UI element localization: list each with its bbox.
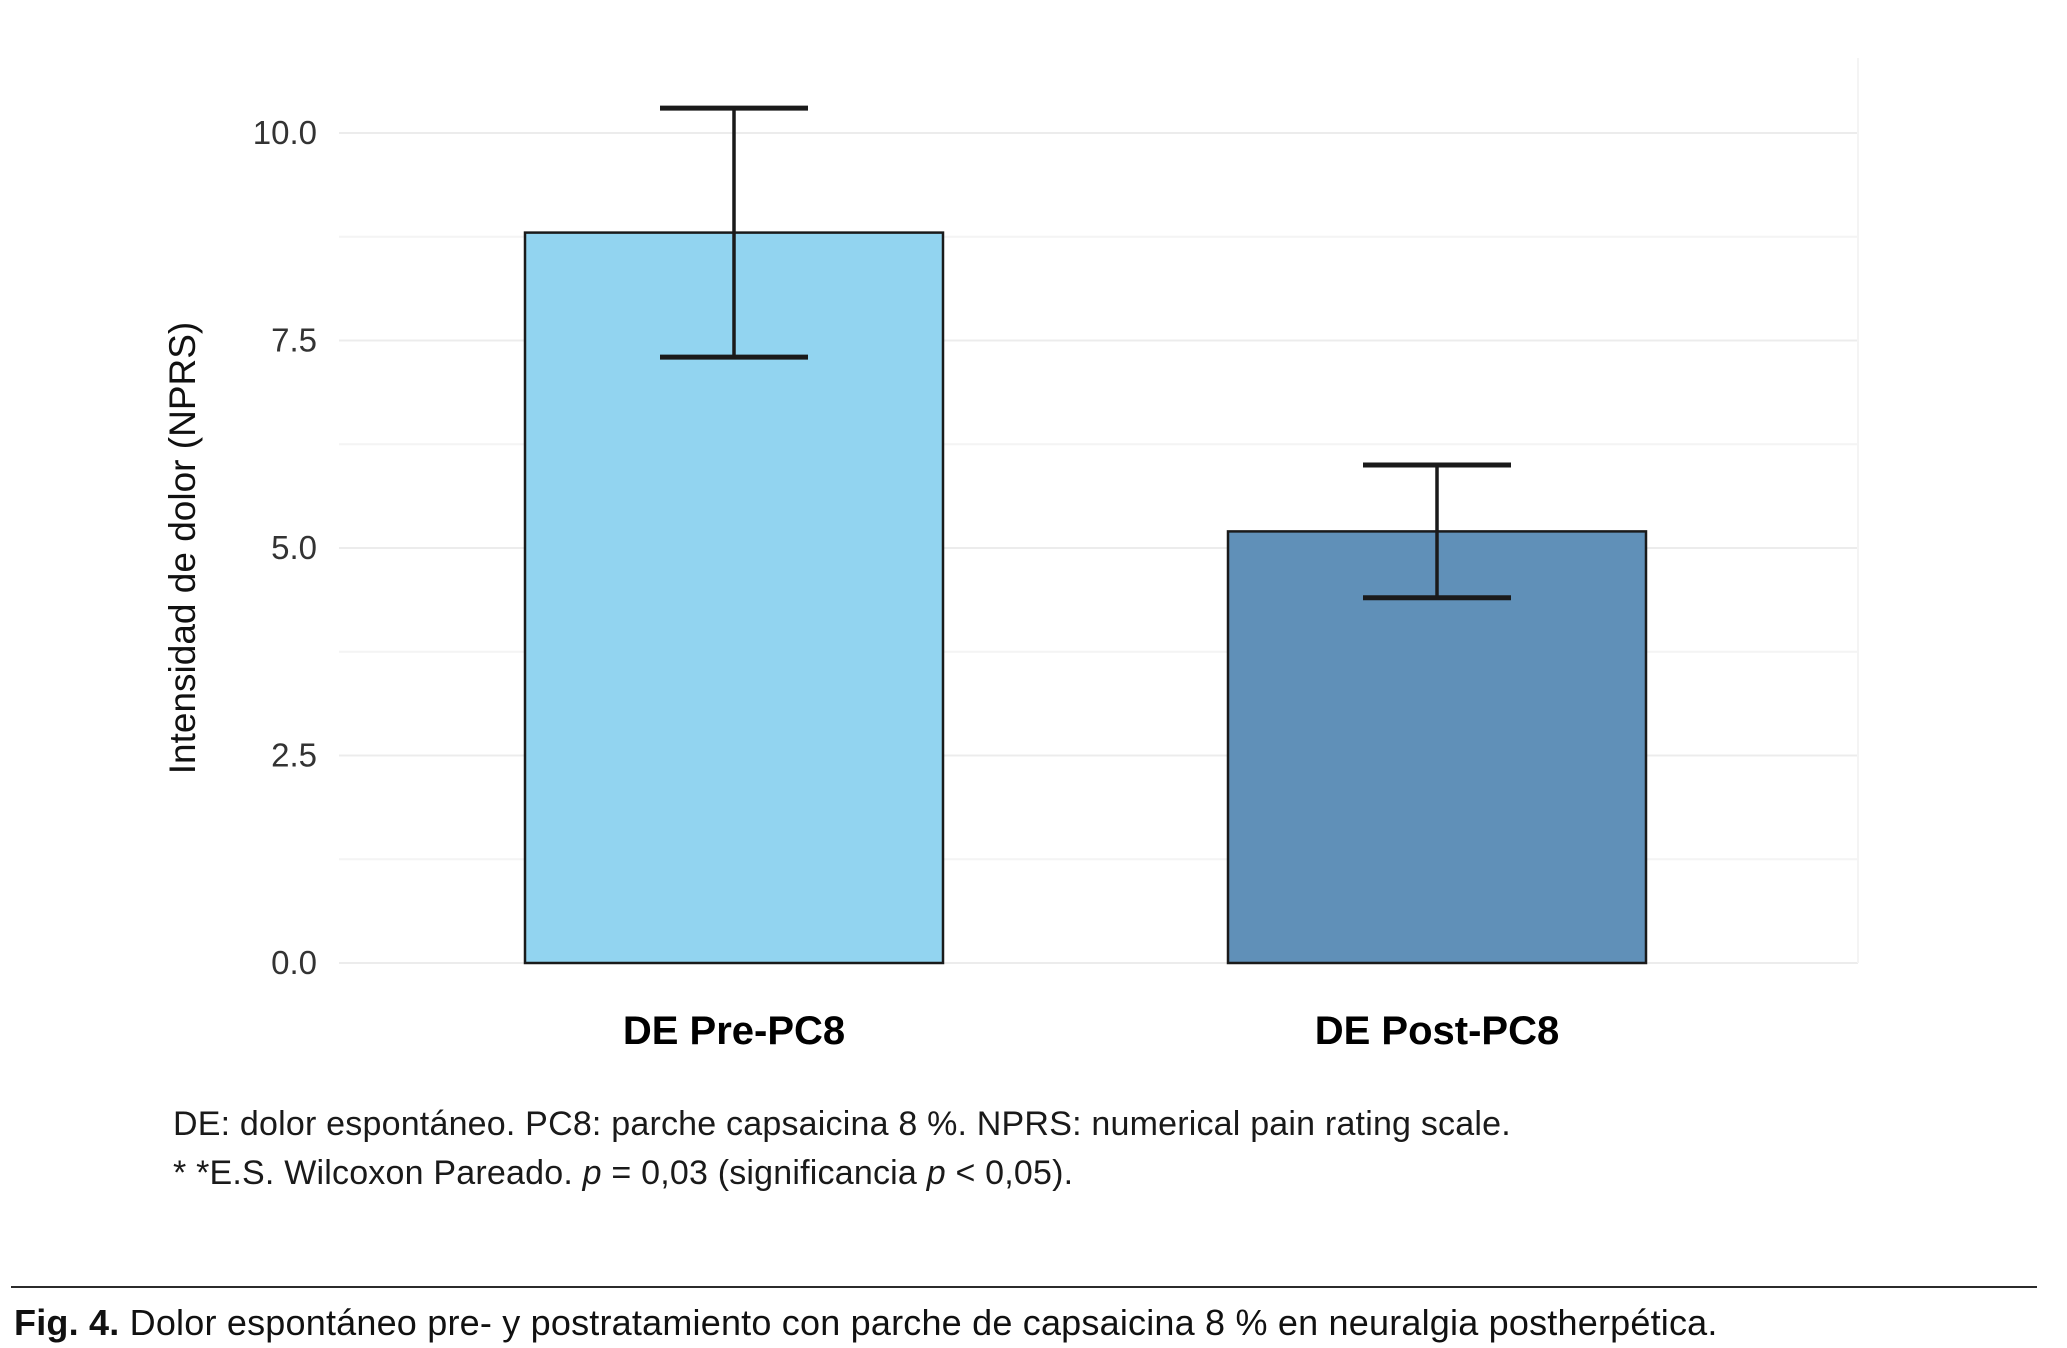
figure-caption: Fig. 4. Dolor espontáneo pre- y postrata… xyxy=(14,1302,2044,1344)
bar-chart-svg: 0.0 2.5 5.0 7.5 10.0 Intensidad de dolor (NPR… xyxy=(162,58,1859,1053)
caption-divider xyxy=(11,1286,2037,1288)
footnote-stats-suffix: < 0,05). xyxy=(945,1154,1074,1192)
footnote-stats-prefix: * *E.S. Wilcoxon Pareado. xyxy=(173,1154,583,1192)
figure-caption-label: Fig. 4. xyxy=(14,1302,120,1343)
figure-caption-text: Dolor espontáneo pre- y postratamiento c… xyxy=(119,1302,1718,1343)
footnote-p-symbol-1: p xyxy=(582,1154,602,1192)
x-category-label: DE Post-PC8 xyxy=(1315,1009,1560,1053)
bar-2 xyxy=(1226,530,1648,965)
footnote-abbreviations: DE: dolor espontáneo. PC8: parche capsai… xyxy=(173,1105,1511,1143)
x-category-label: DE Pre-PC8 xyxy=(623,1009,845,1053)
footnote-line-2: * *E.S. Wilcoxon Pareado. p = 0,03 (sign… xyxy=(173,1149,1511,1198)
y-tick-label: 7.5 xyxy=(271,322,317,359)
y-tick-label: 0.0 xyxy=(271,944,317,981)
y-tick-label: 2.5 xyxy=(271,737,317,774)
footnote-stats-mid: = 0,03 (significancia xyxy=(601,1154,927,1192)
footnote-p-symbol-2: p xyxy=(926,1154,946,1192)
figure-footnotes: DE: dolor espontáneo. PC8: parche capsai… xyxy=(173,1100,1511,1198)
y-axis-label: Intensidad de dolor (NPRS) xyxy=(162,322,203,774)
y-tick-label: 5.0 xyxy=(271,529,317,566)
y-tick-label: 10.0 xyxy=(253,114,317,151)
footnote-line-1: DE: dolor espontáneo. PC8: parche capsai… xyxy=(173,1100,1511,1149)
